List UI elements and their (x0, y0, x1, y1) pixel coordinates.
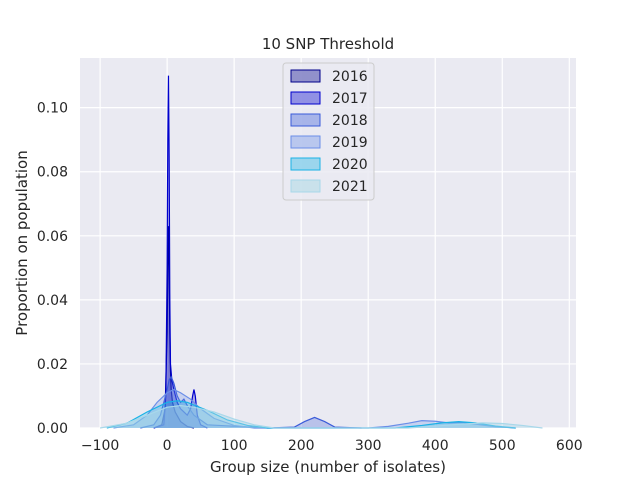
legend-swatch-2019 (290, 135, 321, 149)
x-tick-label: 400 (422, 438, 449, 454)
density-fill-2021 (100, 405, 543, 428)
density-line-2017 (153, 75, 208, 429)
x-tick-label: 300 (355, 438, 382, 454)
y-tick-label: 0.02 (37, 357, 68, 373)
y-tick-label: 0.10 (37, 101, 68, 117)
density-line-2018 (140, 375, 362, 429)
legend-label-2020: 2020 (332, 157, 368, 173)
legend-swatch-2016 (290, 69, 321, 83)
density-areas (100, 75, 543, 429)
density-line-2019 (113, 388, 516, 429)
chart-title: 10 SNP Threshold (262, 35, 394, 53)
legend-swatch-2017 (290, 91, 321, 105)
legend-swatch-2018 (290, 113, 321, 127)
x-tick-label: −100 (81, 438, 119, 454)
density-fill-2020 (106, 400, 516, 428)
x-tick-label: 100 (221, 438, 248, 454)
density-line-2021 (100, 404, 543, 429)
x-tick-label: 600 (556, 438, 583, 454)
x-tick-labels: −100 0 100 200 300 400 500 600 (81, 438, 583, 454)
legend: 2016 2017 2018 2019 2020 2021 (282, 62, 375, 201)
legend-label-2021: 2021 (332, 179, 368, 195)
legend-label-2016: 2016 (332, 69, 368, 85)
density-fill-2017 (153, 75, 208, 428)
legend-swatch-2021 (290, 179, 321, 193)
x-axis-label: Group size (number of isolates) (210, 458, 446, 476)
y-tick-labels: 0.00 0.02 0.04 0.06 0.08 0.10 (37, 101, 68, 437)
y-tick-label: 0.04 (37, 293, 68, 309)
density-line-2020 (106, 400, 516, 429)
legend-label-2018: 2018 (332, 113, 368, 129)
legend-label-2019: 2019 (332, 135, 368, 151)
legend-swatch-2020 (290, 157, 321, 171)
y-tick-label: 0.08 (37, 165, 68, 181)
legend-label-2017: 2017 (332, 91, 368, 107)
y-axis-label: Proportion on population (13, 150, 31, 335)
y-tick-label: 0.06 (37, 229, 68, 245)
y-tick-label: 0.00 (37, 421, 68, 437)
legend-frame (282, 62, 375, 201)
x-tick-label: 200 (288, 438, 315, 454)
x-tick-label: 500 (489, 438, 516, 454)
x-tick-label: 0 (163, 438, 172, 454)
